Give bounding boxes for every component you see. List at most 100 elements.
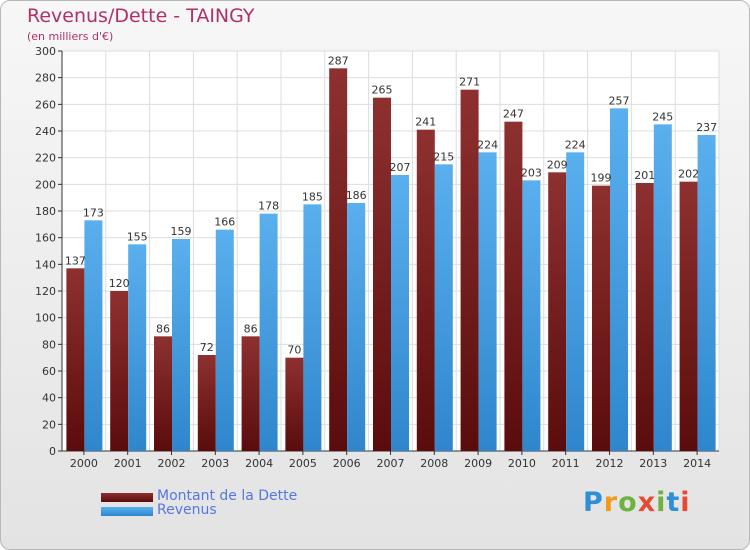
x-tick-label: 2006 — [333, 457, 361, 470]
bar-dette — [241, 336, 260, 451]
data-label-revenus: 166 — [214, 216, 235, 229]
bar-revenus — [128, 244, 147, 451]
x-tick-label: 2010 — [508, 457, 536, 470]
logo-letter: t — [666, 487, 681, 518]
bar-dette — [548, 172, 567, 452]
bar-chart: 0 20 40 60 80 100 120 140 160 180 200 220 240 260 280 3… — [35, 45, 720, 470]
bar-dette — [66, 268, 85, 451]
data-label-dette: 241 — [415, 116, 436, 129]
data-label-dette: 70 — [287, 344, 301, 357]
x-tick-label: 2014 — [683, 457, 711, 470]
data-label-revenus: 155 — [127, 230, 148, 243]
bar-dette — [460, 89, 479, 452]
data-label-dette: 287 — [328, 54, 349, 67]
bar-revenus — [303, 204, 322, 451]
x-tick-label: 2008 — [420, 457, 448, 470]
bar-revenus — [172, 239, 190, 451]
y-tick-label: 180 — [35, 205, 56, 218]
y-tick-label: 20 — [42, 418, 56, 431]
y-tick-label: 100 — [35, 312, 56, 325]
y-tick-label: 240 — [35, 125, 56, 138]
data-label-dette: 86 — [244, 322, 258, 335]
bars — [66, 68, 716, 452]
data-label-revenus: 207 — [390, 161, 411, 174]
legend-swatch-revenus — [101, 507, 153, 516]
y-tick-label: 300 — [35, 45, 56, 58]
bar-revenus — [84, 220, 103, 451]
data-label-dette: 202 — [678, 168, 699, 181]
legend-label-dette: Montant de la Dette — [157, 488, 298, 504]
data-label-dette: 201 — [634, 169, 655, 182]
y-tick-label: 140 — [35, 258, 56, 271]
legend-swatch-dette — [101, 493, 153, 502]
bar-revenus — [259, 213, 278, 451]
x-tick-label: 2005 — [289, 457, 317, 470]
y-tick-label: 40 — [42, 392, 56, 405]
bar-revenus — [653, 124, 672, 451]
x-tick-label: 2001 — [114, 457, 142, 470]
data-label-revenus: 186 — [346, 189, 367, 202]
data-label-dette: 209 — [547, 158, 568, 171]
bar-dette — [197, 355, 216, 451]
y-tick-label: 60 — [42, 365, 56, 378]
bar-revenus — [478, 152, 497, 452]
y-tick-label: 200 — [35, 178, 56, 191]
data-label-revenus: 257 — [609, 94, 630, 107]
x-tick-label: 2000 — [70, 457, 98, 470]
data-label-revenus: 237 — [696, 121, 717, 134]
data-label-dette: 265 — [372, 84, 393, 97]
logo-letter: P — [583, 487, 604, 518]
y-tick-label: 160 — [35, 232, 56, 245]
data-label-dette: 86 — [156, 322, 170, 335]
x-tick-label: 2011 — [552, 457, 580, 470]
bar-revenus — [566, 152, 585, 452]
data-label-revenus: 224 — [477, 138, 498, 151]
bar-revenus — [215, 229, 234, 451]
x-tick-label: 2002 — [158, 457, 186, 470]
x-tick-label: 2009 — [464, 457, 492, 470]
data-label-dette: 72 — [200, 341, 214, 354]
bar-dette — [285, 357, 304, 451]
y-tick-label: 120 — [35, 285, 56, 298]
x-tick-label: 2004 — [245, 457, 273, 470]
bar-dette — [592, 185, 610, 451]
bar-revenus — [522, 180, 541, 452]
bar-revenus — [610, 108, 628, 451]
y-tick-label: 220 — [35, 152, 56, 165]
data-label-dette: 199 — [591, 172, 612, 185]
proxiti-logo: Proxiti — [583, 487, 691, 518]
data-label-dette: 271 — [459, 76, 480, 89]
y-tick-label: 260 — [35, 98, 56, 111]
data-label-revenus: 185 — [302, 190, 323, 203]
bar-revenus — [697, 135, 716, 451]
bar-revenus — [347, 203, 366, 451]
bar-dette — [154, 336, 172, 451]
x-tick-label: 2012 — [596, 457, 624, 470]
data-label-dette: 137 — [65, 254, 86, 267]
logo-letter: o — [618, 487, 638, 518]
logo-letter: i — [656, 487, 667, 518]
data-label-dette: 247 — [503, 108, 524, 121]
bar-revenus — [434, 164, 453, 452]
data-label-dette: 120 — [109, 277, 130, 290]
y-tick-label: 80 — [42, 338, 56, 351]
data-labels: 137 173 120 155 86 159 72 166 86 178 70 185 287 186 26… — [65, 54, 717, 356]
bar-dette — [635, 183, 654, 451]
data-label-revenus: 245 — [652, 110, 673, 123]
y-tick-label: 280 — [35, 72, 56, 85]
bar-dette — [504, 121, 523, 452]
logo-letter: x — [637, 487, 657, 518]
bar-dette — [373, 97, 391, 452]
x-tick-label: 2007 — [377, 457, 405, 470]
y-tick-label: 0 — [49, 445, 56, 458]
legend-label-revenus: Revenus — [157, 502, 217, 518]
bar-dette — [329, 68, 348, 451]
data-label-revenus: 178 — [258, 200, 279, 213]
chart-title: Revenus/Dette - TAINGY — [27, 5, 255, 27]
logo-letter: i — [680, 487, 691, 518]
bar-revenus — [391, 175, 409, 451]
bar-dette — [679, 181, 698, 451]
data-label-revenus: 203 — [521, 166, 542, 179]
chart-subtitle: (en milliers d'€) — [27, 30, 114, 43]
